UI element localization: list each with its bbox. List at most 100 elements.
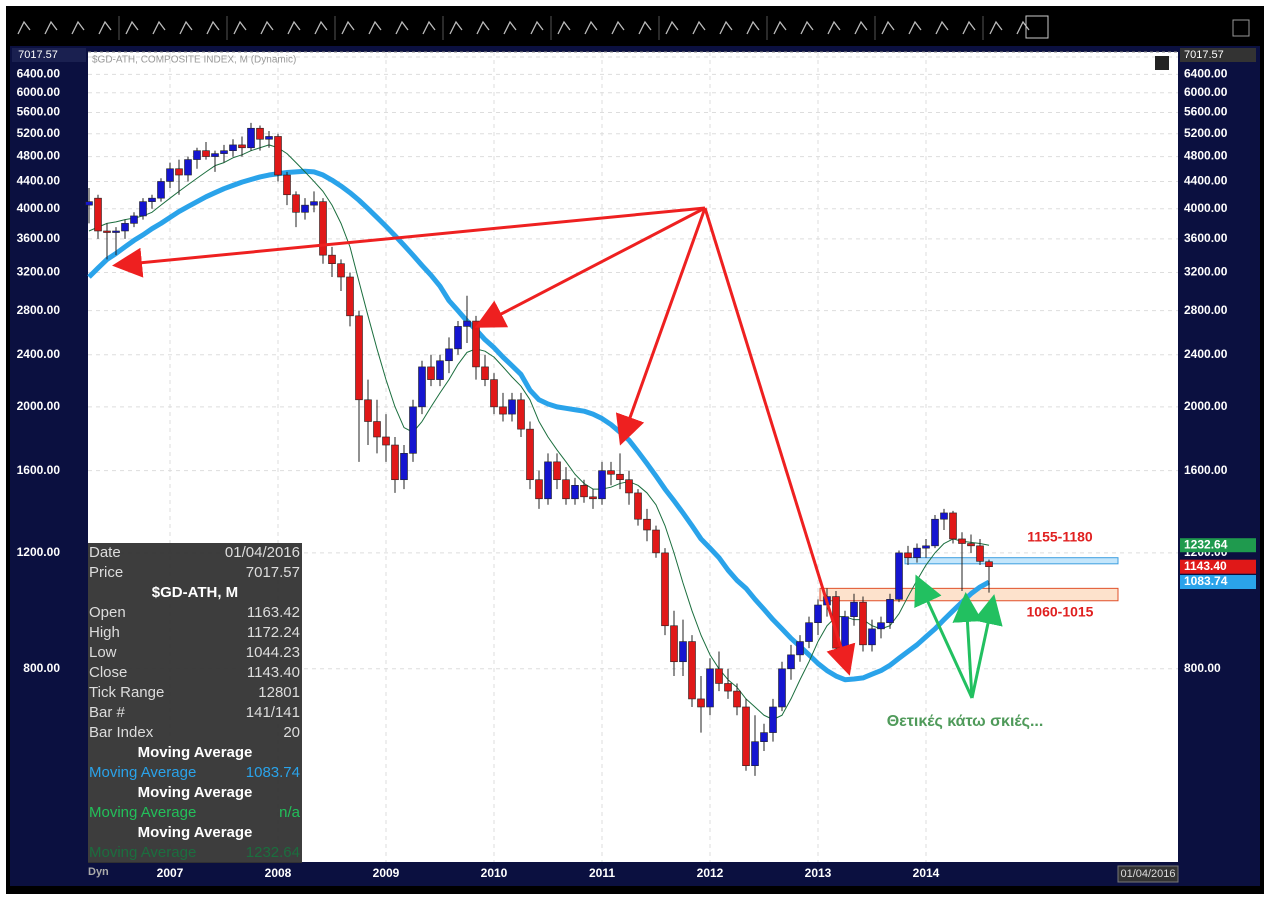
candle-body xyxy=(175,168,183,176)
tool-icon[interactable] xyxy=(206,20,220,35)
panel-value: 7017.57 xyxy=(246,564,300,581)
chart-title: $GD-ATH, COMPOSITE INDEX, M (Dynamic) xyxy=(92,55,296,66)
panel-label: Price xyxy=(89,564,123,581)
price-label: 7017.57 xyxy=(1184,49,1224,61)
panel-value: 1143.40 xyxy=(247,664,300,681)
tool-icon[interactable] xyxy=(692,20,706,35)
candle-body xyxy=(157,181,165,199)
tool-icon[interactable] xyxy=(584,20,598,35)
tool-icon[interactable] xyxy=(368,20,382,35)
candle-body xyxy=(382,436,390,446)
candle-body xyxy=(409,406,417,454)
candle-body xyxy=(247,127,255,149)
candle-body xyxy=(805,622,813,642)
candle-body xyxy=(310,201,318,206)
y-tick-label: 1200.00 xyxy=(17,545,61,559)
maximize-button[interactable] xyxy=(1155,56,1169,70)
last-value-label: 1083.74 xyxy=(1184,574,1228,588)
tool-icon[interactable] xyxy=(935,20,949,35)
tool-icon[interactable] xyxy=(989,20,1003,35)
y-tick-label: 2800.00 xyxy=(1184,303,1228,317)
tool-icon[interactable] xyxy=(44,20,58,35)
candle-body xyxy=(508,399,516,415)
tool-icon[interactable] xyxy=(719,20,733,35)
tool-icon[interactable] xyxy=(233,20,247,35)
tool-icon[interactable] xyxy=(422,20,436,35)
arrow xyxy=(970,594,1003,699)
tool-icon[interactable] xyxy=(152,20,166,35)
candle-body xyxy=(553,461,561,481)
tool-icon[interactable] xyxy=(557,20,571,35)
tool-icon[interactable] xyxy=(746,20,760,35)
candle-body xyxy=(904,552,912,558)
price-tag xyxy=(12,48,86,62)
tool-icon[interactable] xyxy=(260,20,274,35)
tool-icon[interactable] xyxy=(503,20,517,35)
panel-label: High xyxy=(89,624,120,641)
tool-icon[interactable] xyxy=(1025,15,1049,39)
tool-icon[interactable] xyxy=(665,20,679,35)
candle-body xyxy=(913,547,921,558)
panel-value: 20 xyxy=(283,724,300,741)
candle-body xyxy=(625,479,633,494)
panel-value: 1232.64 xyxy=(246,844,300,861)
y-tick-label: 2000.00 xyxy=(1184,399,1228,413)
candle-body xyxy=(544,461,552,500)
candle-body xyxy=(958,538,966,544)
y-tick-label: 2400.00 xyxy=(17,347,61,361)
candle-body xyxy=(193,150,201,160)
tool-icon[interactable] xyxy=(1016,20,1030,35)
candle-body xyxy=(976,545,984,562)
tool-icon[interactable] xyxy=(881,20,895,35)
candle-body xyxy=(697,698,705,708)
tool-icon[interactable] xyxy=(800,20,814,35)
candle-body xyxy=(517,399,525,430)
candle-body xyxy=(427,366,435,380)
tool-icon[interactable] xyxy=(98,20,112,35)
candle-body xyxy=(148,197,156,202)
arrow xyxy=(474,206,706,328)
tool-icon[interactable] xyxy=(449,20,463,35)
tool-icon[interactable] xyxy=(962,20,976,35)
candle-body xyxy=(661,552,669,627)
panel-value: 1163.42 xyxy=(247,604,300,621)
candle-body xyxy=(391,444,399,481)
tool-icon[interactable] xyxy=(341,20,355,35)
tool-icon[interactable] xyxy=(638,20,652,35)
panel-label: Close xyxy=(89,664,127,681)
tool-icon[interactable] xyxy=(773,20,787,35)
candle-body xyxy=(985,561,993,568)
tool-icon[interactable] xyxy=(476,20,490,35)
candle-body xyxy=(760,732,768,742)
tool-icon[interactable] xyxy=(827,20,841,35)
last-value-tag xyxy=(1180,538,1256,553)
candle-body xyxy=(445,348,453,362)
tool-icon[interactable] xyxy=(179,20,193,35)
tool-icon[interactable] xyxy=(71,20,85,35)
arrow xyxy=(914,574,974,699)
tool-icon[interactable] xyxy=(530,20,544,35)
y-tick-label: 6000.00 xyxy=(17,85,61,99)
candle-body xyxy=(373,421,381,438)
tool-icon[interactable] xyxy=(17,20,31,35)
candle-body xyxy=(931,518,939,547)
y-tick-label: 3600.00 xyxy=(1184,231,1228,245)
tool-icon[interactable] xyxy=(611,20,625,35)
candle-body xyxy=(418,366,426,408)
tool-icon[interactable] xyxy=(314,20,328,35)
y-tick-label: 4400.00 xyxy=(17,174,61,188)
tool-icon[interactable] xyxy=(854,20,868,35)
candle-body xyxy=(400,453,408,481)
tool-icon[interactable] xyxy=(125,20,139,35)
tool-icon[interactable] xyxy=(1232,19,1250,37)
candle-body xyxy=(643,518,651,531)
candle-body xyxy=(265,136,273,140)
x-tick-label: 2011 xyxy=(589,866,615,880)
tool-icon[interactable] xyxy=(287,20,301,35)
zone-label: 1155-1180 xyxy=(1027,528,1093,544)
panel-label: Tick Range xyxy=(89,684,164,701)
tool-icon[interactable] xyxy=(395,20,409,35)
arrows xyxy=(112,206,1003,699)
tool-icon[interactable] xyxy=(908,20,922,35)
candle-body xyxy=(769,706,777,733)
